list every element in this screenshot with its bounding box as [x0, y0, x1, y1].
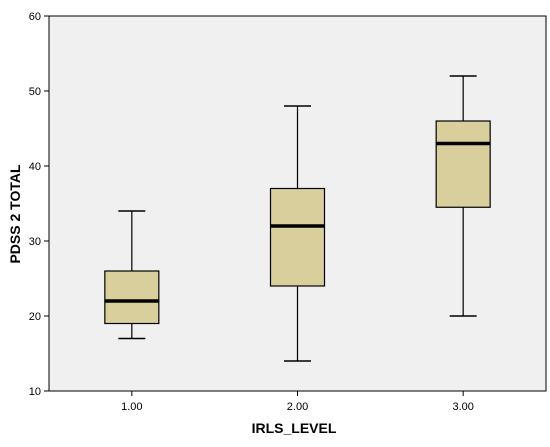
- y-axis-title: PDSS 2 TOTAL: [7, 164, 23, 264]
- y-tick-label: 20: [29, 311, 41, 323]
- box-group: [269, 105, 326, 362]
- x-tick-label: 3.00: [452, 401, 473, 413]
- y-tick-label: 50: [29, 86, 41, 98]
- y-tick-label: 40: [29, 161, 41, 173]
- box-series: [104, 75, 491, 362]
- y-tick-label: 60: [29, 11, 41, 23]
- x-axis: 1.00 2.00 3.00: [121, 391, 474, 413]
- box-group: [435, 75, 491, 317]
- x-axis-title: IRLS_LEVEL: [252, 420, 337, 436]
- y-tick-label: 10: [29, 386, 41, 398]
- iqr-box: [104, 270, 160, 325]
- iqr-box: [269, 187, 326, 287]
- y-tick-label: 30: [29, 236, 41, 248]
- x-tick-label: 1.00: [121, 401, 142, 413]
- y-axis: 10 20 30 40 50 60: [29, 11, 49, 398]
- box-group: [104, 210, 160, 340]
- iqr-box: [435, 120, 491, 208]
- x-tick-label: 2.00: [287, 401, 308, 413]
